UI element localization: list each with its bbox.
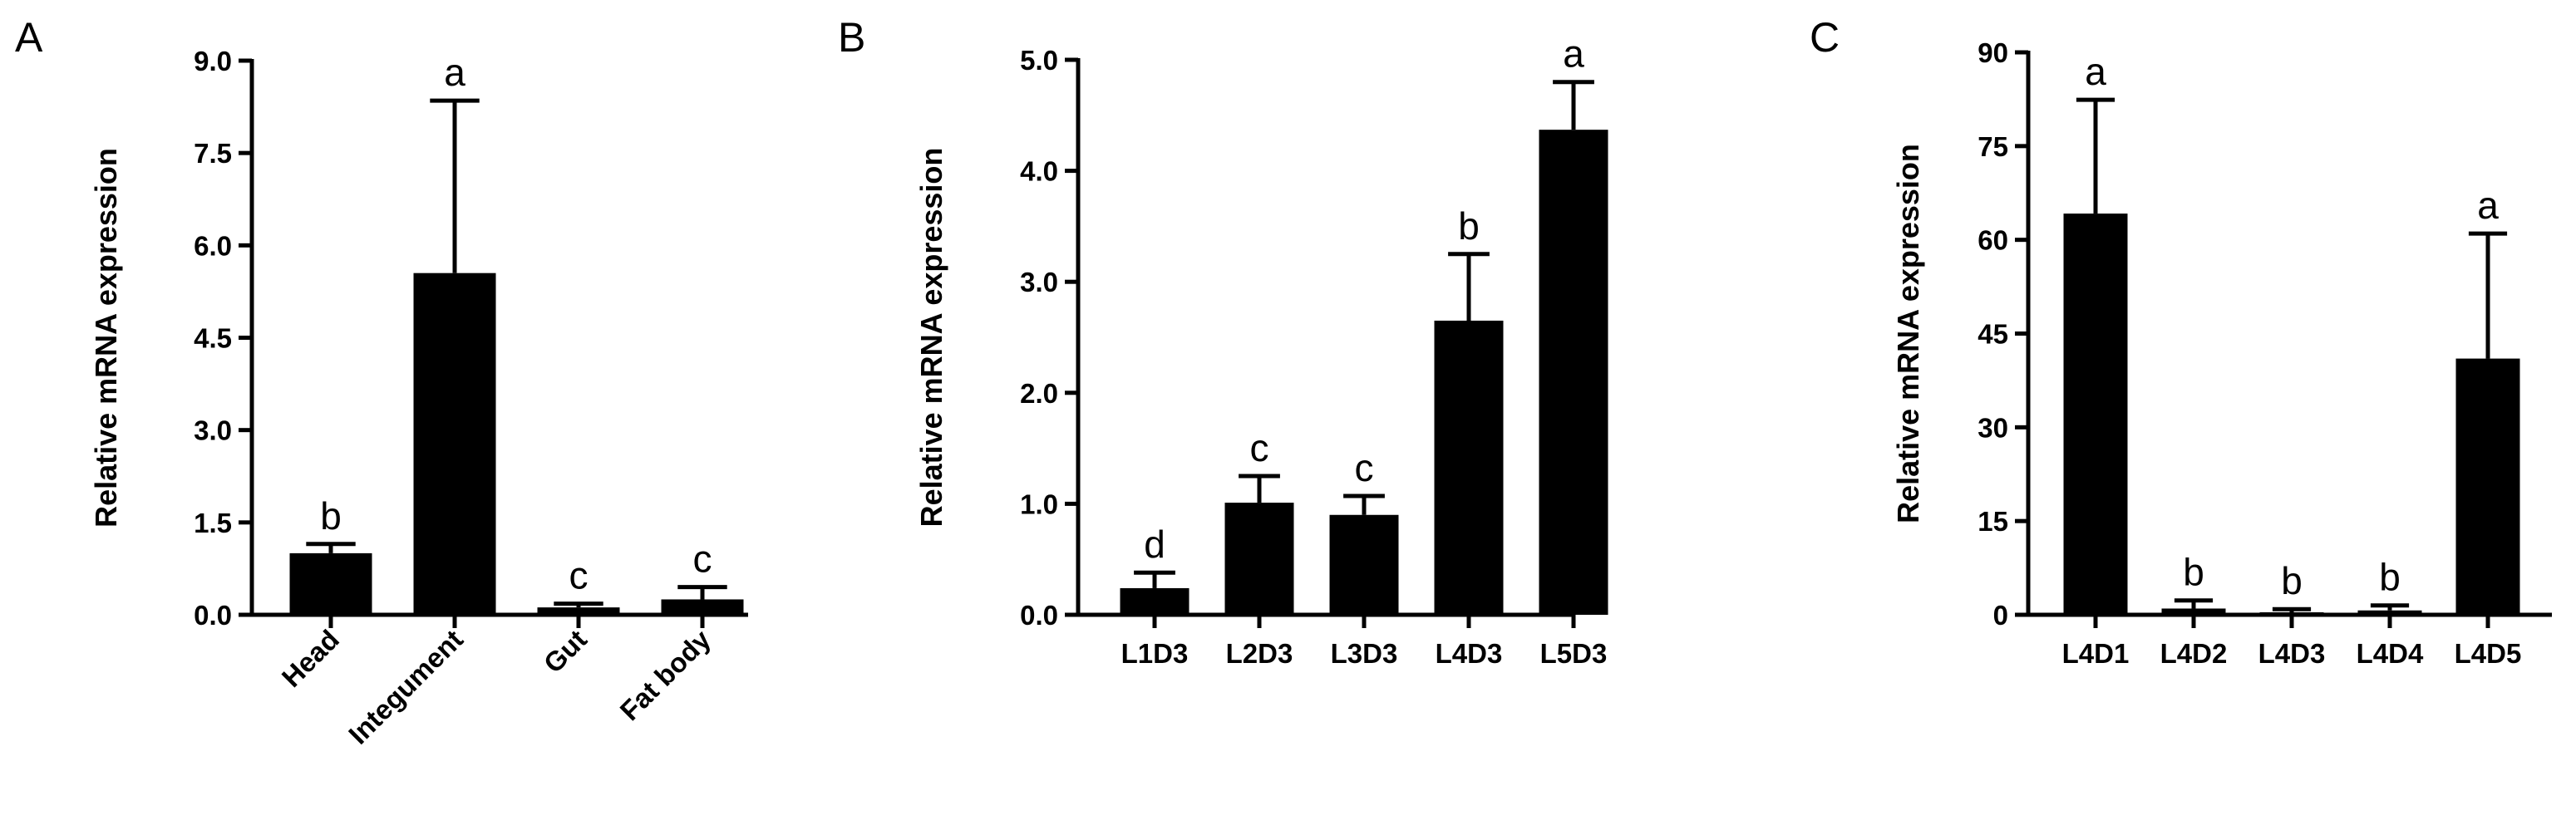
chart-0-bar-3: [661, 599, 744, 615]
chart-1-y-tick-label: 1.0: [1020, 489, 1058, 519]
chart-0-y-tick-label: 6.0: [194, 230, 232, 261]
chart-2-y-tick-label: 45: [1978, 319, 2008, 350]
chart-1-panel-letter: B: [838, 14, 865, 61]
chart-0-category-label-2: Gut: [538, 624, 593, 679]
chart-2-category-label-2: L4D3: [2258, 638, 2326, 669]
chart-1-category-label-3: L4D3: [1436, 638, 1503, 669]
chart-0-category-label-1: Integument: [342, 624, 469, 750]
chart-1-y-axis-title: Relative mRNA expression: [914, 148, 948, 528]
chart-1-significance-label-3: b: [1458, 204, 1480, 248]
chart-1-bar-1: [1224, 503, 1294, 615]
chart-1-bar-0: [1120, 587, 1189, 615]
chart-1-category-label-1: L2D3: [1226, 638, 1293, 669]
chart-0-panel-letter: A: [15, 14, 43, 61]
chart-2-category-label-4: L4D5: [2455, 638, 2522, 669]
chart-2-bar-2: [2259, 611, 2324, 615]
chart-1-y-tick-label: 5.0: [1020, 45, 1058, 76]
chart-2-bar-4: [2455, 358, 2520, 615]
chart-1-y-tick-label: 2.0: [1020, 378, 1058, 409]
chart-0-y-tick-label: 7.5: [194, 138, 232, 169]
chart-1-category-label-2: L3D3: [1331, 638, 1398, 669]
chart-1-bar-3: [1434, 320, 1504, 615]
chart-2-y-tick-label: 60: [1978, 225, 2008, 256]
chart-2-bar-0: [2063, 214, 2128, 615]
chart-0-significance-label-3: c: [693, 538, 712, 581]
chart-2-significance-label-3: b: [2379, 556, 2401, 599]
chart-2-category-label-1: L4D2: [2160, 638, 2228, 669]
chart-0-significance-label-1: a: [444, 51, 465, 94]
chart-1-bar-4: [1539, 130, 1608, 616]
chart-0-significance-label-0: b: [320, 494, 342, 538]
chart-1-category-label-0: L1D3: [1121, 638, 1189, 669]
chart-1-significance-label-4: a: [1563, 32, 1584, 76]
chart-2-category-label-3: L4D4: [2357, 638, 2424, 669]
chart-0-y-tick-label: 4.5: [194, 323, 232, 354]
chart-2-category-label-0: L4D1: [2062, 638, 2130, 669]
chart-2-bar-1: [2161, 608, 2226, 615]
chart-1-bar-2: [1329, 514, 1399, 615]
chart-1-y-tick-label: 0.0: [1020, 600, 1058, 631]
chart-2-y-tick-label: 90: [1978, 37, 2008, 68]
chart-2-y-axis-title: Relative mRNA expression: [1891, 144, 1925, 523]
chart-2-panel-letter: C: [1810, 14, 1840, 61]
chart-1-significance-label-1: c: [1250, 426, 1269, 469]
chart-0-category-label-0: Head: [276, 624, 345, 693]
chart-2-y-tick-label: 0: [1993, 600, 2008, 631]
chart-1-significance-label-2: c: [1355, 446, 1374, 489]
chart-0-y-axis-title: Relative mRNA expression: [89, 148, 123, 528]
chart-0-y-tick-label: 0.0: [194, 600, 232, 631]
chart-0-y-tick-label: 3.0: [194, 415, 232, 446]
chart-0-significance-label-2: c: [569, 554, 589, 597]
chart-1-y-tick-label: 4.0: [1020, 156, 1058, 187]
chart-2-significance-label-0: a: [2085, 50, 2106, 93]
chart-0-y-tick-label: 1.5: [194, 508, 232, 538]
chart-2-significance-label-2: b: [2281, 559, 2303, 602]
chart-1-significance-label-0: d: [1144, 523, 1165, 566]
chart-2-y-tick-label: 75: [1978, 131, 2008, 162]
chart-1-y-tick-label: 3.0: [1020, 267, 1058, 297]
chart-2-y-tick-label: 15: [1978, 506, 2008, 537]
chart-2-bar-3: [2357, 610, 2422, 615]
chart-2-significance-label-1: b: [2183, 551, 2204, 594]
chart-0-y-tick-label: 9.0: [194, 46, 232, 76]
chart-0-bar-2: [537, 607, 620, 615]
chart-2-significance-label-4: a: [2477, 184, 2499, 227]
chart-0-bar-0: [289, 552, 372, 615]
chart-2-y-tick-label: 30: [1978, 412, 2008, 443]
chart-0-category-label-3: Fat body: [614, 623, 717, 726]
chart-1-category-label-4: L5D3: [1540, 638, 1608, 669]
chart-0-bar-1: [413, 273, 496, 615]
